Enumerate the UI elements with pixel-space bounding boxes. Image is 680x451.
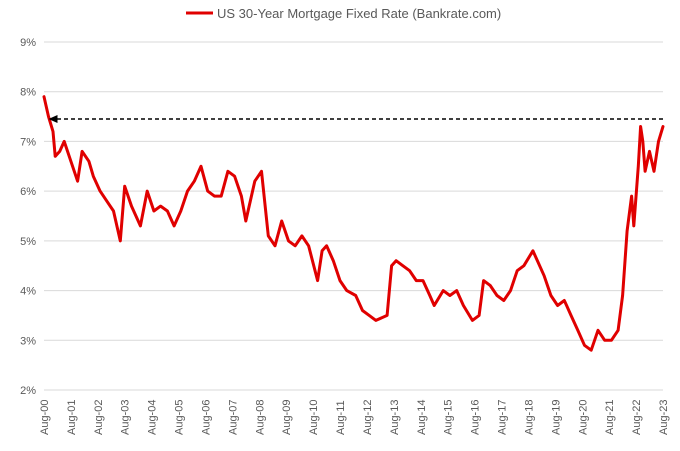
y-axis-ticks: 2% 3% 4% 5% 6% 7% 8% 9% [20, 37, 36, 397]
x-tick-label: Aug-17 [497, 400, 509, 435]
x-tick-label: Aug-12 [362, 400, 374, 435]
x-tick-label: Aug-04 [147, 400, 159, 435]
x-tick-label: Aug-08 [254, 400, 266, 435]
arrowhead-icon [48, 115, 58, 124]
series-layer [42, 95, 665, 352]
x-tick-label: Aug-18 [523, 400, 535, 435]
x-tick-label: Aug-02 [93, 400, 105, 435]
y-tick-label: 6% [20, 186, 36, 198]
y-tick-label: 5% [20, 236, 36, 248]
y-tick-label: 8% [20, 87, 36, 99]
y-tick-label: 9% [20, 37, 36, 49]
x-axis-ticks: Aug-00 Aug-01 Aug-02 Aug-03 Aug-04 Aug-05 Aug-… [39, 400, 670, 435]
x-tick-label: Aug-22 [631, 400, 643, 435]
x-tick-label: Aug-00 [39, 400, 51, 435]
x-tick-label: Aug-07 [227, 400, 239, 435]
x-tick-label: Aug-09 [281, 400, 293, 435]
x-tick-label: Aug-19 [550, 400, 562, 435]
y-tick-label: 2% [20, 385, 36, 397]
y-tick-label: 3% [20, 335, 36, 347]
x-tick-label: Aug-13 [389, 400, 401, 435]
x-tick-label: Aug-06 [200, 400, 212, 435]
x-tick-label: Aug-14 [416, 400, 428, 435]
x-tick-label: Aug-20 [577, 400, 589, 435]
x-tick-label: Aug-05 [174, 400, 186, 435]
annotation-layer [48, 115, 663, 124]
x-tick-label: Aug-21 [604, 400, 616, 435]
legend: US 30-Year Mortgage Fixed Rate (Bankrate… [186, 6, 501, 21]
y-tick-label: 4% [20, 286, 36, 298]
x-tick-label: Aug-16 [470, 400, 482, 435]
x-tick-label: Aug-15 [443, 400, 455, 435]
y-tick-label: 7% [20, 136, 36, 148]
x-tick-label: Aug-03 [120, 400, 132, 435]
legend-label: US 30-Year Mortgage Fixed Rate (Bankrate… [217, 6, 501, 21]
x-tick-label: Aug-11 [335, 400, 347, 435]
x-tick-label: Aug-23 [658, 400, 670, 435]
x-tick-label: Aug-01 [66, 400, 78, 435]
x-tick-label: Aug-10 [308, 400, 320, 435]
series-line [42, 95, 665, 352]
